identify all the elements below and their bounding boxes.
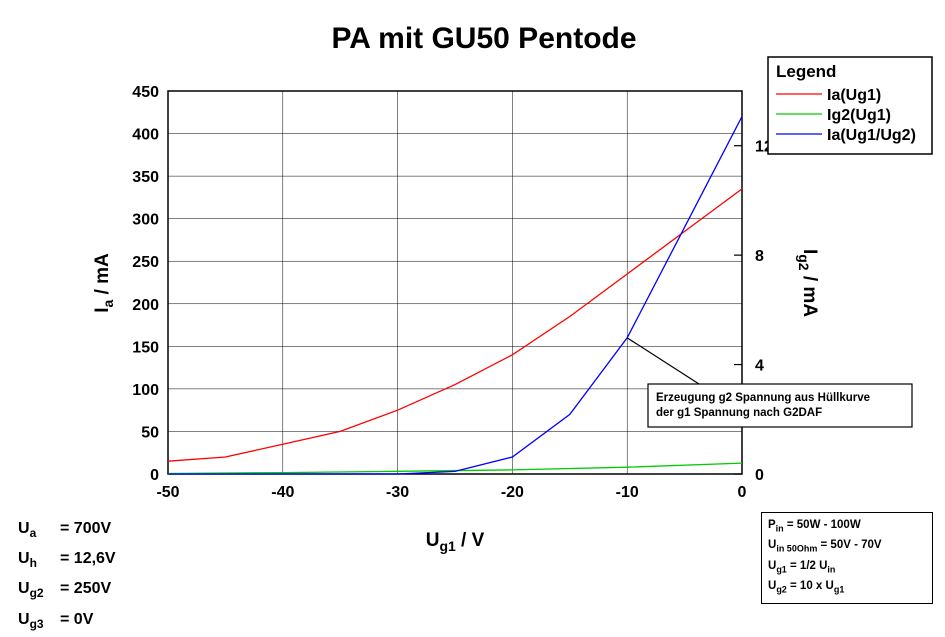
info-row: Ug2 = 10 x Ug1 — [768, 578, 926, 598]
x-tick-label-4: -10 — [616, 484, 639, 501]
legend-title: Legend — [776, 62, 836, 81]
param-row: Ug3 = 0V — [18, 607, 116, 637]
param-sub: a — [29, 526, 37, 541]
param-row: Uh = 12,6V — [18, 546, 116, 576]
series-line-2 — [168, 116, 743, 475]
info-sub: g1 — [776, 563, 787, 574]
parameter-list: Ua = 700V Uh = 12,6V Ug2 = 250V Ug3 = 0V — [18, 516, 116, 637]
param-main: U — [18, 550, 30, 568]
legend-items: Ia(Ug1) Ig2(Ug1) Ia(Ug1/Ug2) — [776, 87, 916, 144]
param-sub: g3 — [29, 616, 44, 631]
param-symbol: Uh — [18, 546, 60, 576]
y-tick-label-0: 0 — [150, 467, 159, 484]
annotation-leader — [626, 337, 700, 385]
input-info-box: Pin = 50W - 100W Uin 50Ohm = 50V - 70V Ug1… — [761, 512, 933, 604]
param-symbol: Ua — [18, 516, 60, 546]
y-axis-right-label: Ig2 / mA — [796, 249, 820, 317]
info-row: Ug1 = 1/2 Uin — [768, 558, 926, 578]
annotation-line-1: der g1 Spannung nach G2DAF — [656, 407, 822, 419]
param-symbol: Ug2 — [18, 576, 60, 606]
y-tick-label-5: 250 — [132, 254, 159, 271]
plot-frame — [167, 90, 743, 475]
annotation-line-0: Erzeugung g2 Spannung aus Hüllkurve — [656, 392, 870, 404]
y-tick-label-1: 50 — [141, 424, 159, 441]
series-line-1 — [167, 462, 743, 475]
param-sub: g2 — [29, 586, 44, 601]
y-tick-label-2: 100 — [132, 382, 159, 399]
x-tick-label-3: -20 — [501, 484, 524, 501]
info-value: = 50W - 100W — [783, 519, 861, 531]
info-value: = 10 x U — [786, 579, 834, 592]
info-sub2: g1 — [833, 584, 845, 595]
param-main: U — [18, 610, 30, 628]
info-row: Pin = 50W - 100W — [768, 517, 926, 537]
y2-tick-label-1: 4 — [755, 358, 764, 375]
param-value: = 700V — [60, 520, 112, 537]
param-value: = 12,6V — [60, 550, 116, 568]
x-axis: -50 -40 -30 -20 -10 0 — [156, 484, 746, 501]
info-value: = 50V - 70V — [817, 539, 882, 552]
x-axis-label: Ug1 / V — [426, 530, 485, 554]
param-sub: h — [29, 556, 37, 571]
info-sub: in — [775, 523, 784, 534]
grid — [167, 90, 743, 475]
x-tick-label-1: -40 — [271, 484, 294, 501]
annotation-box — [647, 383, 913, 428]
chart-title: PA mit GU50 Pentode — [331, 22, 636, 55]
y2-tick-label-2: 8 — [755, 248, 764, 265]
param-row: Ug2 = 250V — [18, 576, 116, 606]
info-sub: in 50Ohm — [776, 543, 818, 554]
info-row: Uin 50Ohm = 50V - 70V — [768, 537, 926, 557]
param-main: U — [18, 520, 30, 537]
series-line-0 — [167, 188, 743, 462]
y-axis-left-label: Ia / mA — [92, 253, 116, 313]
y-tick-label-8: 400 — [132, 127, 159, 144]
y-tick-label-6: 300 — [132, 212, 159, 229]
series-group — [167, 116, 743, 475]
param-value: = 250V — [60, 580, 112, 598]
legend-label-2: Ia(Ug1/Ug2) — [827, 127, 916, 144]
info-value: = 1/2 U — [786, 559, 828, 572]
param-symbol: Ug3 — [18, 607, 60, 637]
legend-box — [767, 56, 933, 155]
annotation: Erzeugung g2 Spannung aus Hüllkurve der g… — [626, 337, 913, 428]
x-tick-label-2: -30 — [386, 484, 409, 501]
y-tick-label-9: 450 — [132, 84, 159, 101]
y2-tick-label-0: 0 — [755, 467, 764, 484]
y-tick-label-7: 350 — [132, 169, 159, 186]
info-main: P — [768, 519, 776, 531]
x-tick-label-0: -50 — [156, 484, 179, 501]
info-main: U — [768, 559, 777, 572]
legend-label-0: Ia(Ug1) — [827, 87, 881, 104]
info-sub2: in — [827, 563, 836, 574]
param-value: = 0V — [60, 610, 94, 628]
legend-label-1: Ig2(Ug1) — [827, 107, 891, 124]
param-main: U — [18, 580, 30, 598]
y-axis-left: 0 50 100 150 200 250 300 350 400 450 — [132, 84, 159, 484]
info-main: U — [768, 579, 777, 592]
x-tick-label-5: 0 — [738, 484, 747, 501]
param-row: Ua = 700V — [18, 516, 116, 546]
legend: Legend Ia(Ug1) Ig2(Ug1) Ia(Ug1/Ug2) — [767, 56, 933, 155]
y-tick-label-4: 200 — [132, 297, 159, 314]
info-sub: g2 — [776, 584, 787, 595]
y-tick-label-3: 150 — [132, 339, 159, 356]
info-main: U — [768, 539, 777, 552]
